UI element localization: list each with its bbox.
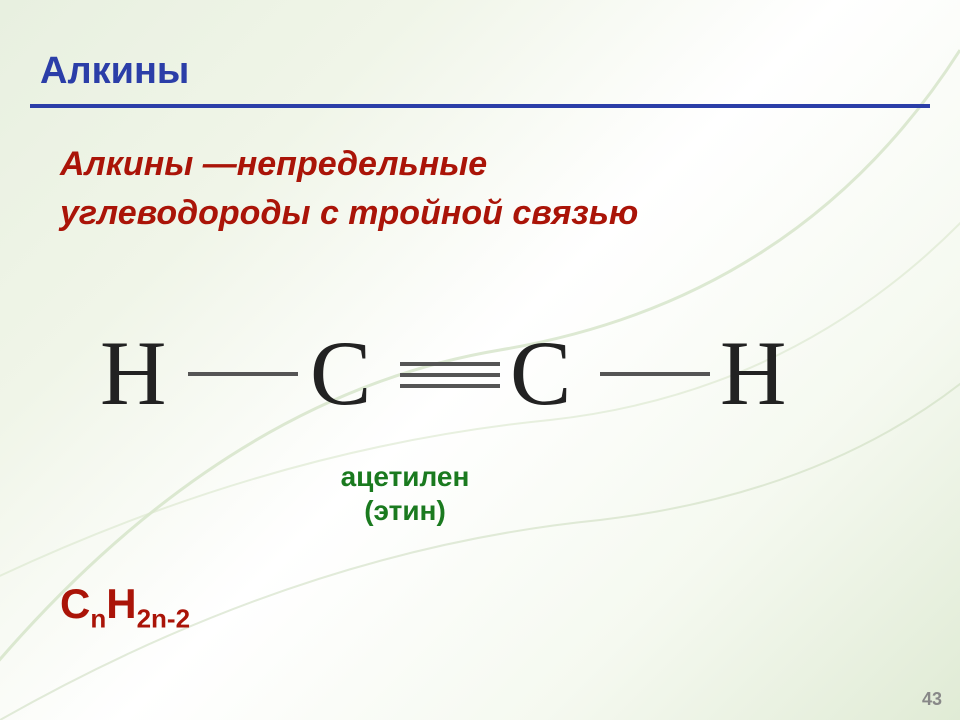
title-underline	[30, 104, 930, 108]
definition-block: Алкины —непредельные углеводороды с трой…	[60, 140, 900, 239]
definition-line-1: Алкины —непредельные	[60, 140, 900, 189]
gf-c: C	[60, 580, 90, 627]
definition-line-2: углеводороды с тройной связью	[60, 189, 900, 238]
bond-single-right	[600, 372, 710, 376]
bond-triple-top	[400, 362, 500, 366]
page-number: 43	[922, 689, 942, 710]
bond-triple-mid	[400, 373, 500, 377]
atom-c-right: C	[510, 320, 571, 426]
slide-title: Алкины	[40, 50, 920, 93]
bond-single-left	[188, 372, 298, 376]
slide-title-block: Алкины	[40, 50, 920, 93]
atom-h-right: H	[720, 320, 786, 426]
general-formula: CnH2n-2	[60, 580, 190, 634]
gf-n2: 2n-2	[137, 603, 190, 633]
structural-formula: H C C H	[100, 310, 800, 460]
structure-caption: ацетилен (этин)	[275, 460, 535, 527]
atom-h-left: H	[100, 320, 166, 426]
atom-c-left: C	[310, 320, 371, 426]
gf-n1: n	[90, 603, 106, 633]
gf-h: H	[106, 580, 136, 627]
caption-line-2: (этин)	[275, 494, 535, 528]
bond-triple-bottom	[400, 384, 500, 388]
caption-line-1: ацетилен	[275, 460, 535, 494]
slide: Алкины Алкины —непредельные углеводороды…	[0, 0, 960, 720]
